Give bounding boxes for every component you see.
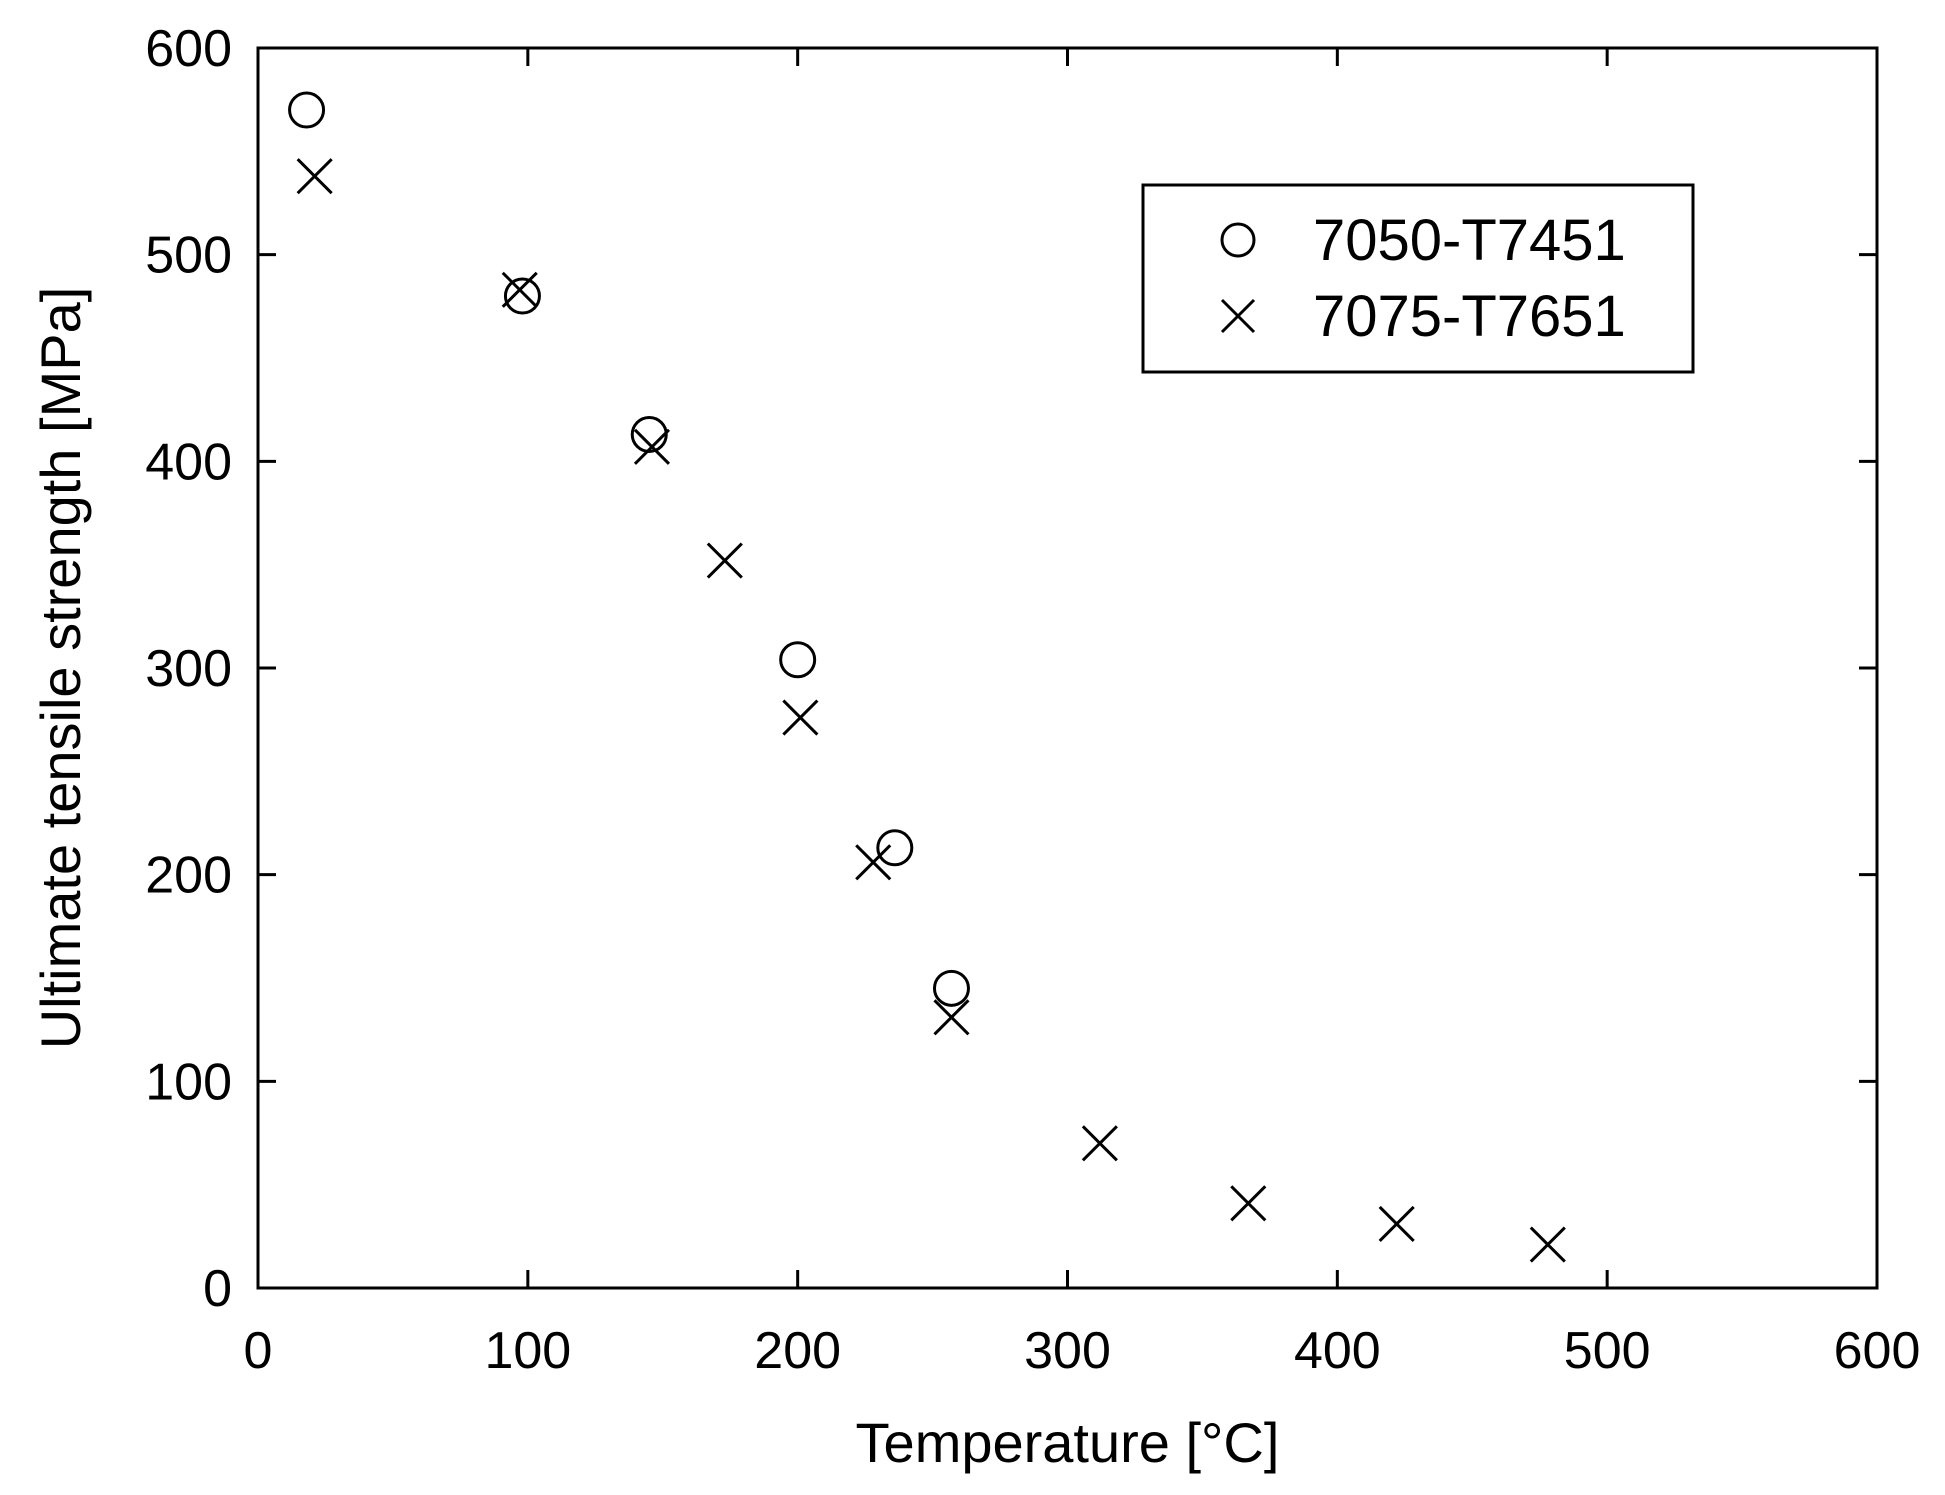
x-marker-series-1-point-3 <box>706 542 743 579</box>
y-tick-label: 500 <box>145 227 232 285</box>
x-marker-series-1-point-0 <box>296 158 333 195</box>
circle-marker-series-0-point-3 <box>779 641 817 679</box>
axes-layer: 0 100 200 300 400 500 600 0 100 200 300 400 500 600 <box>145 20 1920 1380</box>
x-tick-label: 200 <box>754 1322 841 1380</box>
legend-label-0: 7050-T7451 <box>1313 208 1626 273</box>
legend-box <box>1141 183 1695 374</box>
x-tick-label: 100 <box>484 1322 571 1380</box>
circle-marker-series-0-point-1 <box>503 277 541 315</box>
x-marker-series-1-point-10 <box>1529 1226 1566 1263</box>
circle-marker-series-0-point-5 <box>932 969 970 1007</box>
legend-label-1: 7075-T7651 <box>1313 284 1626 349</box>
x-marker-series-1-point-7 <box>1081 1125 1118 1162</box>
x-marker-series-1-point-8 <box>1230 1185 1267 1222</box>
x-axis-label: Temperature [°C] <box>856 1411 1280 1474</box>
y-axis-label: Ultimate tensile strength [MPa] <box>29 287 92 1050</box>
circle-marker-series-0-point-2 <box>630 415 668 453</box>
x-marker-series-1-point-1 <box>501 271 538 308</box>
legend-marker-1 <box>1220 298 1256 334</box>
y-tick-label: 100 <box>145 1053 232 1111</box>
y-tick-label: 600 <box>145 20 232 78</box>
x-tick-label: 400 <box>1294 1322 1381 1380</box>
y-tick-label: 200 <box>145 847 232 905</box>
x-tick-label: 300 <box>1024 1322 1111 1380</box>
data-points-layer <box>288 91 1566 1263</box>
x-marker-series-1-point-6 <box>933 999 970 1036</box>
x-tick-label: 600 <box>1834 1322 1921 1380</box>
legend: 7050-T7451 7075-T7651 <box>1141 183 1695 374</box>
circle-marker-series-0-point-0 <box>288 91 326 129</box>
x-marker-series-1-point-5 <box>855 844 892 881</box>
x-marker-series-1-point-2 <box>633 428 671 465</box>
x-tick-label: 0 <box>244 1322 273 1380</box>
x-marker-series-1-point-4 <box>782 699 819 736</box>
y-tick-label: 300 <box>145 640 232 698</box>
y-tick-label: 400 <box>145 433 232 491</box>
legend-marker-0 <box>1220 222 1256 258</box>
circle-marker-series-0-point-4 <box>876 829 914 867</box>
y-tick-label: 0 <box>203 1260 232 1318</box>
x-tick-label: 500 <box>1564 1322 1651 1380</box>
x-marker-series-1-point-9 <box>1378 1205 1415 1242</box>
